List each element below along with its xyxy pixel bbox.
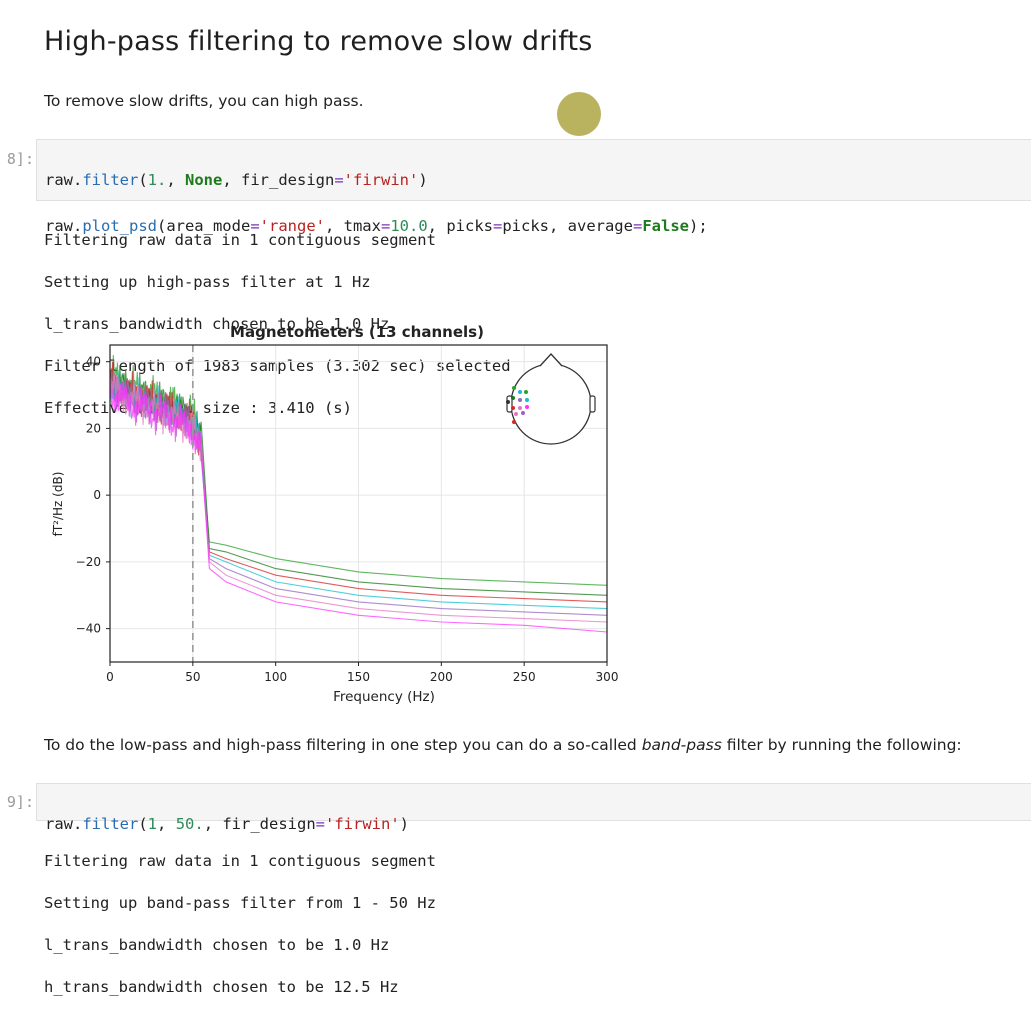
sensor-dot bbox=[521, 411, 525, 415]
sensor-dot bbox=[512, 420, 516, 424]
chart-series-group bbox=[109, 355, 608, 633]
y-tick-label: 40 bbox=[86, 355, 101, 369]
code-cell-2[interactable]: raw.filter(1, 50., fir_design='firwin') bbox=[36, 783, 1031, 833]
code-token: None bbox=[185, 171, 223, 189]
code-token: 'range' bbox=[259, 217, 325, 235]
para-text: filter by running the following: bbox=[721, 736, 962, 754]
code-token: picks, average bbox=[502, 217, 633, 235]
code-token: 'firwin' bbox=[343, 171, 419, 189]
code-token: , bbox=[166, 171, 186, 189]
code-line-2: raw.plot_psd(area_mode='range', tmax=10.… bbox=[45, 215, 1031, 238]
code-token: ) bbox=[418, 171, 428, 189]
code-token: = bbox=[380, 217, 391, 235]
code-line-1: raw.filter(1., None, fir_design='firwin'… bbox=[45, 169, 1031, 192]
code-token: , picks bbox=[427, 217, 493, 235]
para-text: To do the low-pass and high-pass filteri… bbox=[44, 736, 642, 754]
section-heading: High-pass filtering to remove slow drift… bbox=[44, 26, 593, 57]
code-token: filter bbox=[82, 171, 139, 189]
bandpass-paragraph: To do the low-pass and high-pass filteri… bbox=[44, 736, 962, 754]
code-token: 50. bbox=[175, 815, 204, 833]
output-line: Filtering raw data in 1 contiguous segme… bbox=[44, 231, 436, 249]
code-token: raw. bbox=[45, 171, 83, 189]
chart-title: Magnetometers (13 channels) bbox=[230, 323, 484, 341]
y-tick-label: 0 bbox=[93, 488, 101, 502]
intro-paragraph: To remove slow drifts, you can high pass… bbox=[44, 92, 364, 110]
y-axis-label: fT²/Hz (dB) bbox=[51, 472, 65, 537]
x-tick-label: 50 bbox=[185, 670, 200, 684]
sensor-dot bbox=[514, 412, 518, 416]
code-token: , fir_design bbox=[222, 171, 335, 189]
output-line: h_trans_bandwidth chosen to be 12.5 Hz bbox=[44, 978, 399, 996]
x-tick-label: 300 bbox=[596, 670, 619, 684]
x-tick-label: 0 bbox=[106, 670, 114, 684]
mouse-cursor-indicator bbox=[557, 92, 601, 136]
head-ear-left bbox=[506, 395, 513, 413]
code-token: = bbox=[315, 815, 326, 833]
cell-prompt-1: 8]: bbox=[6, 150, 34, 168]
code-token: raw. bbox=[45, 217, 83, 235]
code-token: ( bbox=[138, 171, 148, 189]
sensor-dot bbox=[524, 390, 528, 394]
cell-output-2: Filtering raw data in 1 contiguous segme… bbox=[44, 830, 436, 1019]
code-token: 'firwin' bbox=[325, 815, 400, 833]
output-line: l_trans_bandwidth chosen to be 1.0 Hz bbox=[44, 315, 390, 333]
head-outline bbox=[510, 363, 592, 445]
para-italic: band-pass bbox=[641, 736, 722, 754]
code-token: 10.0 bbox=[390, 217, 428, 235]
sensor-dot bbox=[518, 398, 522, 402]
code-token: filter bbox=[82, 815, 139, 833]
x-tick-label: 100 bbox=[264, 670, 287, 684]
psd-series-line bbox=[109, 373, 608, 623]
sensor-dot bbox=[518, 390, 522, 394]
code-token: ); bbox=[689, 217, 708, 235]
code-token: (area_mode bbox=[156, 217, 251, 235]
sensor-dot bbox=[506, 400, 510, 404]
code-token: = bbox=[632, 217, 643, 235]
sensor-dot bbox=[525, 405, 529, 409]
sensor-dot bbox=[525, 398, 529, 402]
sensor-dot bbox=[511, 396, 515, 400]
code-token: False bbox=[642, 217, 689, 235]
x-axis-label: Frequency (Hz) bbox=[333, 689, 435, 705]
sensor-dot bbox=[512, 386, 516, 390]
output-line: l_trans_bandwidth chosen to be 1.0 Hz bbox=[44, 936, 390, 954]
code-token: 1. bbox=[147, 171, 167, 189]
code-token: raw. bbox=[45, 815, 83, 833]
output-line: Setting up high-pass filter at 1 Hz bbox=[44, 273, 371, 291]
output-line: Filtering raw data in 1 contiguous segme… bbox=[44, 852, 436, 870]
x-tick-label: 150 bbox=[347, 670, 370, 684]
sensor-dot bbox=[518, 406, 522, 410]
x-tick-label: 250 bbox=[513, 670, 536, 684]
code-token: , fir_design bbox=[203, 815, 316, 833]
code-token: = bbox=[250, 217, 260, 235]
code-token: = bbox=[492, 217, 503, 235]
cell-prompt-2: 9]: bbox=[6, 793, 34, 811]
head-ear-right bbox=[589, 395, 596, 413]
head-nose bbox=[539, 353, 563, 367]
x-tick-label: 200 bbox=[430, 670, 453, 684]
code-token: ) bbox=[399, 815, 410, 833]
code-token: , bbox=[157, 815, 176, 833]
code-token: plot_psd bbox=[82, 217, 157, 235]
sensor-dot bbox=[511, 406, 515, 410]
code-token: ( bbox=[138, 815, 148, 833]
code-line: raw.filter(1, 50., fir_design='firwin') bbox=[45, 813, 1031, 836]
code-token: = bbox=[334, 171, 344, 189]
psd-series-line bbox=[109, 380, 608, 633]
code-token: 1 bbox=[147, 815, 158, 833]
psd-chart: Magnetometers (13 channels) 0 50 100 150 200… bbox=[51, 323, 619, 705]
code-cell-1[interactable]: raw.filter(1., None, fir_design='firwin'… bbox=[36, 139, 1031, 235]
y-tick-label: −40 bbox=[76, 622, 101, 636]
code-token: , tmax bbox=[324, 217, 381, 235]
sensor-head-inset bbox=[506, 353, 596, 445]
y-tick-label: −20 bbox=[76, 555, 101, 569]
y-tick-label: 20 bbox=[86, 421, 101, 435]
